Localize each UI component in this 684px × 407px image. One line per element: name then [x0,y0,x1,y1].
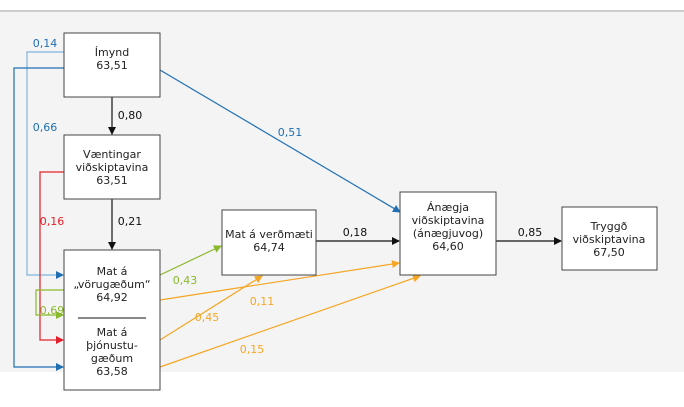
node-label: (ánægjuvog) [413,227,483,240]
node-box [561,206,658,271]
node-label: „vörugæðum“ [73,278,150,291]
node-value: 63,51 [96,59,128,72]
node-box [63,32,161,98]
edge [159,245,222,276]
node-box [399,191,497,276]
edge-label: 0,43 [173,274,198,287]
node-value: 63,51 [96,174,128,187]
node-label: Mat á verðmæti [225,228,313,241]
node-value: 64,60 [432,240,464,253]
node-label: Væntingar [83,148,141,161]
node-label: Mat á [97,326,128,339]
node-label: Mat á [97,265,128,278]
edge [26,51,76,279]
node-box [221,209,317,276]
edge-label: 0,11 [250,295,275,308]
node-label: viðskiptavina [573,233,646,246]
edge [39,171,64,344]
edge-label: 0,18 [343,226,368,239]
edge-label: 0,69 [40,304,65,317]
edge-label: 0,16 [40,215,65,228]
node-value: 67,50 [593,246,625,259]
node-value: 64,92 [96,291,128,304]
node-value: 64,74 [253,241,285,254]
node-label: Tryggð [590,220,628,233]
node-label: viðskiptavina [76,161,149,174]
edge-label: 0,21 [118,215,143,228]
edge [159,274,421,368]
edge [159,275,263,341]
edge-label: 0,14 [33,37,58,50]
edge-label: 0,45 [195,311,220,324]
node-label: Ánægja [427,201,469,214]
edge [35,289,76,319]
edge-label: 0,51 [278,126,303,139]
edge-label: 0,80 [118,109,143,122]
edge-label: 0,15 [240,343,265,356]
node-label: Ímynd [95,46,129,59]
edge [13,67,76,371]
node-box [63,249,161,391]
nodes [63,32,658,391]
edge-label: 0,85 [518,226,543,239]
node-label: viðskiptavina [412,214,485,227]
edges [13,51,562,371]
node-label: gæðum [91,352,133,365]
node-box [63,134,161,200]
edge [159,69,401,213]
edge [159,260,400,301]
node-value: 63,58 [96,365,128,378]
node-label: þjónustu- [86,339,138,352]
edge-label: 0,66 [33,121,58,134]
